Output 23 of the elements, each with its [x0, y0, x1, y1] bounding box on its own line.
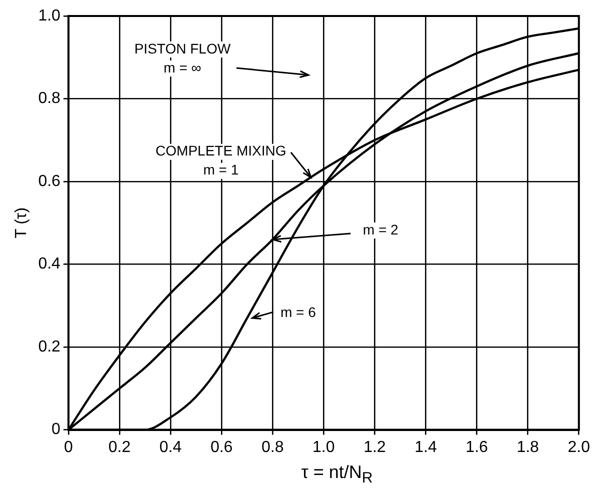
y-tick-label: 0 — [52, 421, 61, 438]
x-tick-label: 0.4 — [159, 438, 182, 456]
x-tick-label: 0.6 — [210, 438, 233, 456]
annotation: COMPLETE MIXING m = 1 — [156, 142, 286, 178]
y-tick-label: 0.4 — [38, 256, 61, 273]
y-axis-title: T (τ) — [13, 207, 30, 238]
x-tick-label: 1.6 — [466, 438, 488, 456]
x-tick-label: 1.2 — [364, 438, 386, 456]
x-tick-label: 1.8 — [516, 438, 540, 456]
y-tick-label: 0.2 — [38, 338, 61, 356]
y-tick-label: 0.6 — [38, 172, 61, 190]
x-tick-label: 2.0 — [568, 438, 590, 456]
x-tick-label: 0 — [64, 438, 73, 456]
annotation: PISTON FLOW m = ∞ — [134, 40, 232, 76]
annotation: m = 2 — [362, 221, 399, 238]
annotation: m = 6 — [280, 304, 316, 320]
y-tick-label: 0.8 — [38, 90, 61, 108]
x-tick-label: 0.2 — [108, 438, 131, 456]
y-tick-label: 1.0 — [38, 7, 61, 24]
x-tick-label: 1.4 — [414, 438, 437, 456]
x-axis-title: τ = nt/N$_{R}$ — [300, 462, 374, 487]
x-tick-label: 0.8 — [261, 438, 284, 456]
x-tick-label: 1.0 — [312, 438, 335, 456]
